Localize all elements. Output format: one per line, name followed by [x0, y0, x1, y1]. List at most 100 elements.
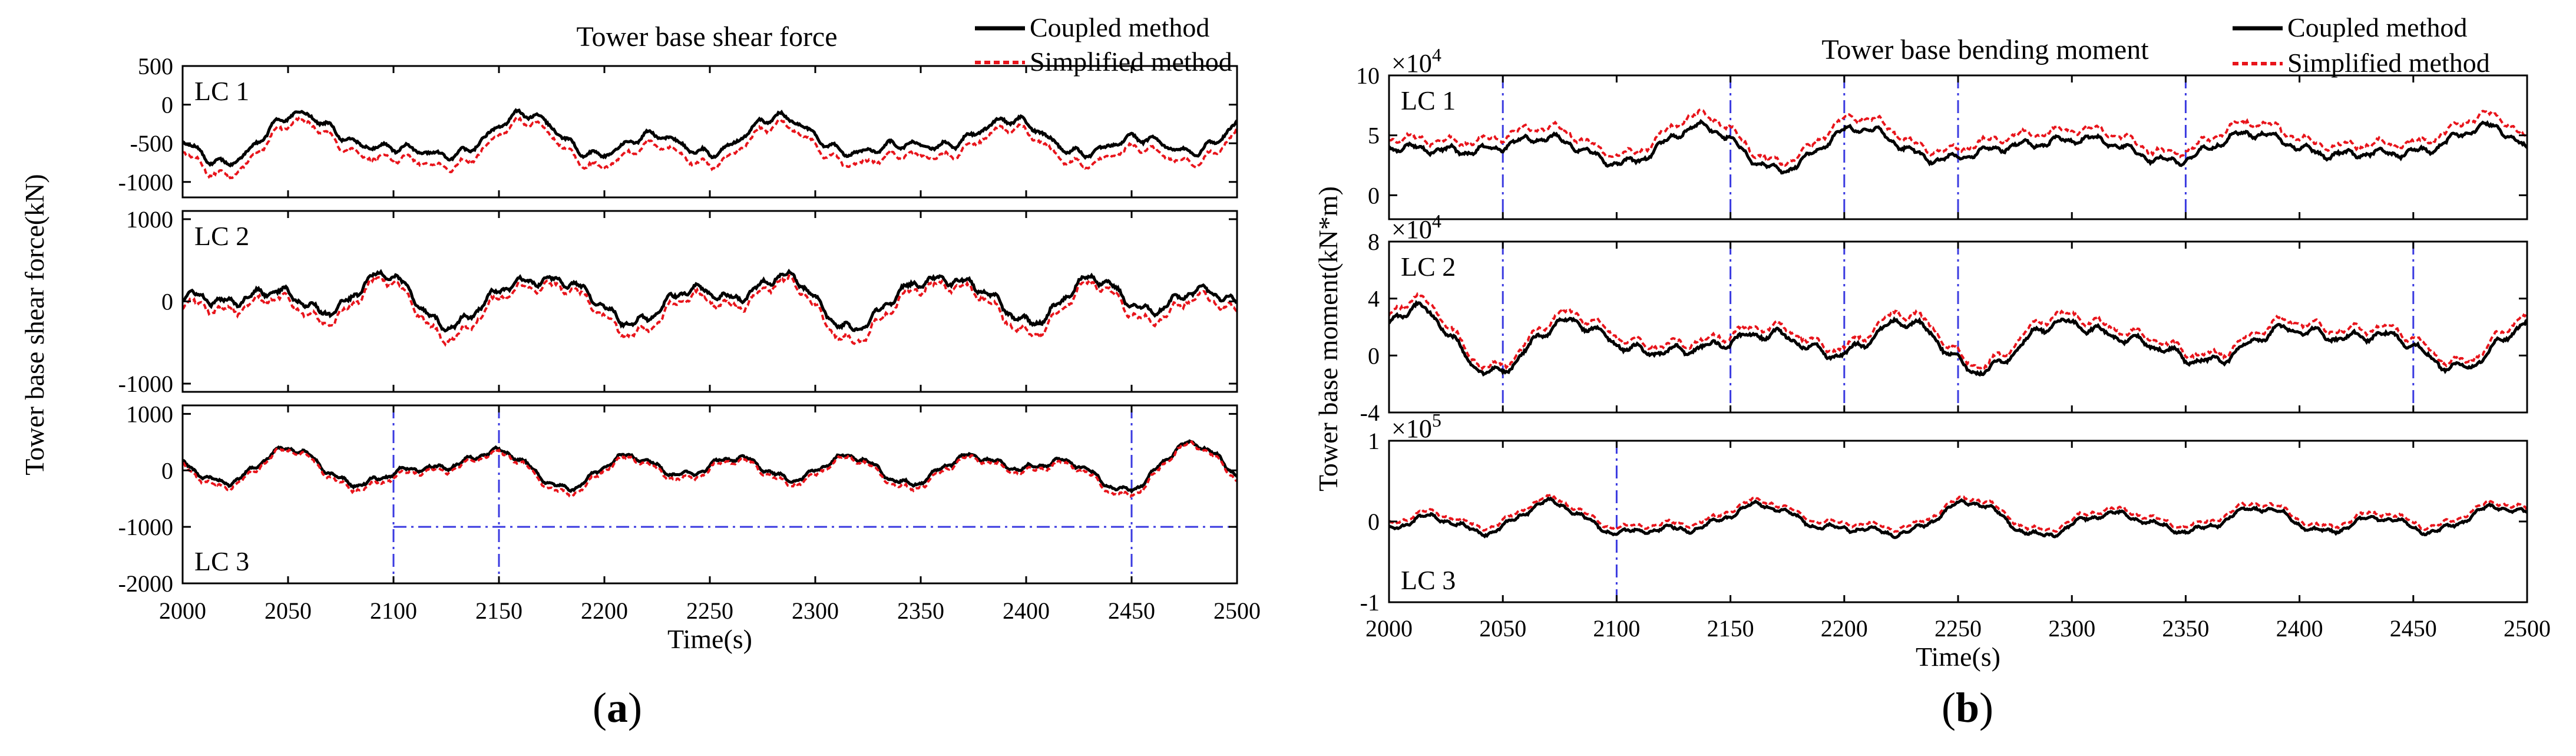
panel-1: 500 0 -500 -1000 LC 1: [118, 53, 1238, 199]
load-case-label: LC 3: [194, 546, 249, 576]
chart-title: Tower base shear force: [576, 21, 837, 52]
axes-box: [181, 404, 1238, 585]
caption-close: ): [1979, 684, 1993, 731]
series-coupled-line: [1389, 299, 2527, 377]
caption-letter: a: [607, 684, 628, 731]
y-tick-label: 0: [161, 457, 173, 484]
legend: Coupled method Simplified method: [2233, 12, 2490, 78]
y-tick-label: -1000: [118, 514, 173, 540]
y-tick-label: 1: [1368, 428, 1380, 454]
x-tick-label: 2200: [1821, 615, 1868, 642]
x-tick-label: 2350: [2162, 615, 2209, 642]
series-simplified-line: [183, 115, 1237, 180]
x-tick-label: 2100: [370, 597, 417, 624]
y-tick-label: -1: [1360, 589, 1380, 616]
load-case-label: LC 1: [1401, 85, 1456, 115]
x-tick-label: 2400: [1003, 597, 1050, 624]
exponent-base: ×10: [1391, 215, 1432, 244]
y-tick-label: -2000: [118, 570, 173, 597]
y-tick-label: 0: [1368, 509, 1380, 535]
panel-caption: (b): [1942, 684, 1993, 731]
y-tick-label: 0: [161, 92, 173, 118]
legend-label-coupled: Coupled method: [2287, 12, 2467, 42]
y-tick-label: 0: [1368, 182, 1380, 209]
y-axis-label: Tower base moment(kN*m): [1313, 186, 1343, 491]
x-tick-label: 2050: [1479, 615, 1526, 642]
x-tick-label: 2250: [686, 597, 733, 624]
x-tick-label: 2250: [1935, 615, 1982, 642]
series-coupled-line: [1389, 118, 2527, 175]
load-case-label: LC 3: [1401, 565, 1456, 595]
caption-open: (: [593, 684, 607, 731]
y-exponent-label: ×104: [1391, 44, 1441, 78]
exponent-power: 5: [1432, 410, 1441, 431]
x-tick-label: 2000: [1365, 615, 1413, 642]
load-case-label: LC 1: [194, 76, 249, 106]
x-tick-label: 2150: [1707, 615, 1754, 642]
x-tick-label: 2300: [792, 597, 839, 624]
series-coupled-line: [183, 108, 1237, 168]
x-tick-label: 2300: [2048, 615, 2095, 642]
y-tick-label: -500: [130, 130, 173, 157]
panel-caption: (a): [593, 684, 642, 731]
series-simplified-line: [1389, 292, 2527, 371]
y-tick-label: 1000: [126, 401, 173, 427]
caption-close: ): [628, 684, 642, 731]
series-coupled-line: [1389, 496, 2527, 539]
axes-box: [181, 65, 1238, 199]
x-axis-label: Time(s): [667, 624, 752, 654]
x-tick-label: 2450: [1108, 597, 1155, 624]
chart-bending-moment: Tower base bending moment Coupled method S…: [1313, 12, 2551, 731]
caption-open: (: [1942, 684, 1956, 731]
exponent-power: 4: [1432, 210, 1441, 232]
y-tick-label: 10: [1356, 62, 1380, 89]
y-tick-label: 8: [1368, 229, 1380, 255]
x-tick-label: 2450: [2390, 615, 2437, 642]
y-axis-label: Tower base shear force(kN): [19, 174, 49, 475]
y-tick-label: -4: [1360, 400, 1380, 426]
series-coupled-line: [183, 268, 1237, 333]
panel-2: 1000 0 -1000 LC 2: [118, 206, 1238, 397]
panel-1: 10 5 0 ×104 LC 1: [1356, 44, 2528, 220]
y-tick-label: 0: [1368, 342, 1380, 369]
x-tick-label: 2000: [159, 597, 206, 624]
x-tick-label: 2500: [1213, 597, 1261, 624]
series-coupled-line: [183, 439, 1237, 494]
y-tick-label: 500: [138, 53, 173, 80]
y-tick-label: 0: [161, 289, 173, 315]
x-tick-label: 2150: [475, 597, 523, 624]
panel-3: 1 0 -1 ×105 LC 3: [1360, 410, 2528, 616]
y-tick-label: 1000: [126, 206, 173, 233]
x-tick-label: 2200: [581, 597, 628, 624]
caption-letter: b: [1956, 684, 1979, 731]
y-tick-label: -1000: [118, 169, 173, 196]
exponent-base: ×10: [1391, 49, 1432, 78]
x-tick-label: 2400: [2276, 615, 2323, 642]
series-simplified-line: [183, 274, 1237, 347]
x-tick-label: 2100: [1593, 615, 1640, 642]
y-exponent-label: ×105: [1391, 410, 1441, 443]
y-exponent-label: ×104: [1391, 210, 1441, 244]
legend-label-simplified: Simplified method: [2287, 48, 2490, 78]
series-simplified-line: [1389, 108, 2527, 169]
chart-shear-force: Tower base shear force Coupled methodSimp…: [19, 12, 1261, 731]
y-tick-label: -1000: [118, 371, 173, 397]
legend-label-coupled: Coupled method: [1030, 12, 1209, 42]
panel-3: 1000 0 -1000 -2000 LC 3: [118, 401, 1238, 597]
y-tick-label: 5: [1368, 123, 1380, 149]
x-tick-label: 2500: [2504, 615, 2551, 642]
series-simplified-line: [1389, 493, 2527, 533]
series-simplified-line: [183, 440, 1237, 499]
exponent-base: ×10: [1391, 414, 1432, 443]
x-tick-label: 2050: [264, 597, 312, 624]
y-tick-label: 4: [1368, 286, 1380, 312]
x-axis-label: Time(s): [1916, 642, 2000, 672]
chart-title: Tower base bending moment: [1821, 34, 2149, 65]
load-case-label: LC 2: [194, 221, 249, 251]
exponent-power: 4: [1432, 44, 1441, 65]
x-tick-label: 2350: [897, 597, 944, 624]
load-case-label: LC 2: [1401, 252, 1456, 282]
